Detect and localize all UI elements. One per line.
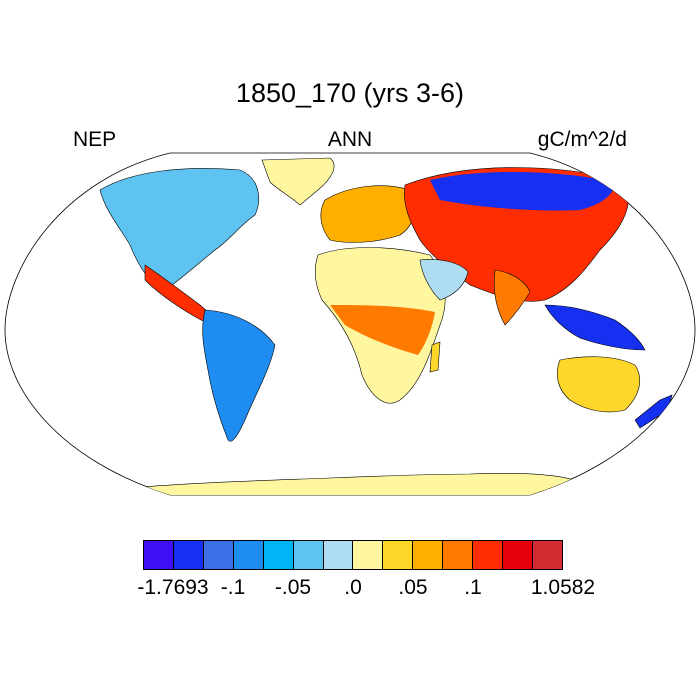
new-zealand <box>634 394 673 429</box>
colorbar-box-1 <box>173 541 204 569</box>
variable-label: NEP <box>73 128 117 151</box>
colorbar-box-4 <box>263 541 294 569</box>
arabia <box>419 259 469 301</box>
colorbar-tick-label: -.05 <box>274 576 312 599</box>
season-label: ANN <box>327 128 373 151</box>
colorbar-box-13 <box>532 541 562 569</box>
colorbar-box-5 <box>293 541 324 569</box>
map-title: 1850_170 (yrs 3-6) <box>235 78 465 108</box>
australia <box>557 356 640 413</box>
colorbar-box-7 <box>353 541 384 569</box>
europe <box>320 185 416 243</box>
greenland <box>261 157 335 206</box>
colorbar-box-3 <box>233 541 264 569</box>
colorbar-tick-label: -.1 <box>220 576 246 599</box>
siberia <box>430 171 615 211</box>
colorbar-box-12 <box>503 541 533 569</box>
colorbar-tick-label: .0 <box>344 576 362 599</box>
colorbar-tick-label: 1.0582 <box>530 576 596 599</box>
colorbar-box-9 <box>413 541 444 569</box>
colorbar-tick-label: .05 <box>398 576 428 599</box>
south-america <box>202 309 276 442</box>
africa-tropics <box>330 305 435 355</box>
land-layer <box>99 157 673 495</box>
colorbar-box-10 <box>443 541 474 569</box>
colorbar-tick-label: -1.7693 <box>137 576 209 599</box>
colorbar-box-8 <box>383 541 414 569</box>
madagascar <box>429 341 441 373</box>
colorbar-tick-label: .1 <box>464 576 482 599</box>
southeast-asia <box>544 304 646 351</box>
units-label: gC/m^2/d <box>537 128 627 151</box>
colorbar-box-6 <box>323 541 354 569</box>
colorbar-box-0 <box>144 541 174 569</box>
colorbar <box>143 540 563 570</box>
india <box>493 269 531 326</box>
colorbar-box-11 <box>473 541 504 569</box>
north-america <box>99 168 259 291</box>
antarctica <box>99 472 601 495</box>
colorbar-box-2 <box>203 541 234 569</box>
